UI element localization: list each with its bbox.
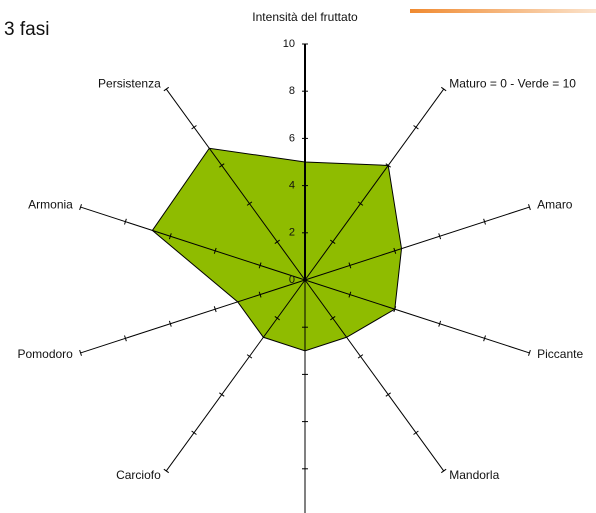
r-tick-label: 6	[289, 132, 295, 144]
axis-line	[304, 279, 445, 472]
tick-mark	[348, 291, 352, 298]
tick-mark	[163, 86, 170, 92]
axis-label: Amaro	[537, 197, 573, 211]
tick-mark	[191, 430, 197, 435]
tick-mark	[483, 218, 486, 225]
tick-mark	[528, 349, 531, 356]
r-tick-label: 0	[289, 274, 295, 286]
r-tick-label: 8	[289, 85, 295, 97]
tick-mark	[440, 468, 447, 474]
r-tick-label: 10	[283, 38, 295, 50]
tick-mark	[191, 125, 197, 130]
axis-label: Carciofo	[116, 468, 161, 482]
tick-mark	[330, 239, 336, 244]
header-bar	[410, 9, 596, 13]
r-tick-label: 2	[289, 227, 295, 239]
radar-area	[151, 147, 403, 352]
axis-label: Mandorla	[449, 468, 499, 482]
tick-mark	[330, 316, 336, 321]
tick-mark	[124, 218, 127, 225]
tick-mark	[438, 233, 442, 240]
tick-mark	[413, 125, 419, 130]
tick-mark	[168, 233, 172, 240]
axis-label: Piccante	[537, 347, 583, 361]
axis-line	[304, 206, 530, 281]
axis-label: Armonia	[28, 197, 73, 211]
tick-mark	[348, 262, 352, 269]
tick-mark	[79, 349, 82, 356]
tick-mark	[213, 306, 217, 313]
tick-mark	[393, 247, 397, 254]
tick-mark	[438, 320, 442, 327]
tick-mark	[213, 247, 217, 254]
axis-line	[304, 88, 445, 281]
tick-mark	[440, 86, 447, 92]
axis-line	[80, 279, 306, 354]
tick-mark	[258, 291, 262, 298]
tick-mark	[246, 201, 253, 206]
tick-mark	[483, 335, 486, 342]
r-tick-label: 4	[289, 180, 295, 192]
tick-mark	[163, 468, 170, 474]
tick-mark	[385, 163, 391, 168]
axis-label: Maturo = 0 - Verde = 10	[449, 76, 576, 90]
tick-mark	[357, 201, 364, 206]
axis-line	[80, 206, 306, 281]
tick-mark	[258, 262, 262, 269]
axis-label: Persistenza	[98, 76, 161, 90]
tick-mark	[393, 306, 397, 313]
axis-line	[304, 279, 530, 354]
tick-mark	[357, 354, 364, 359]
axis-label: Pomodoro	[17, 347, 73, 361]
tick-mark	[274, 316, 280, 321]
tick-mark	[168, 320, 172, 327]
axis-label: Intensità del fruttato	[252, 10, 358, 24]
tick-mark	[219, 392, 225, 397]
tick-mark	[219, 163, 225, 168]
tick-mark	[274, 239, 280, 244]
chart-title: 3 fasi	[4, 19, 49, 40]
tick-mark	[124, 335, 127, 342]
tick-mark	[413, 430, 419, 435]
tick-mark	[385, 392, 391, 397]
tick-mark	[528, 204, 531, 211]
axis-line	[165, 279, 306, 472]
tick-mark	[246, 354, 253, 359]
axis-line	[165, 88, 306, 281]
tick-mark	[79, 204, 82, 211]
